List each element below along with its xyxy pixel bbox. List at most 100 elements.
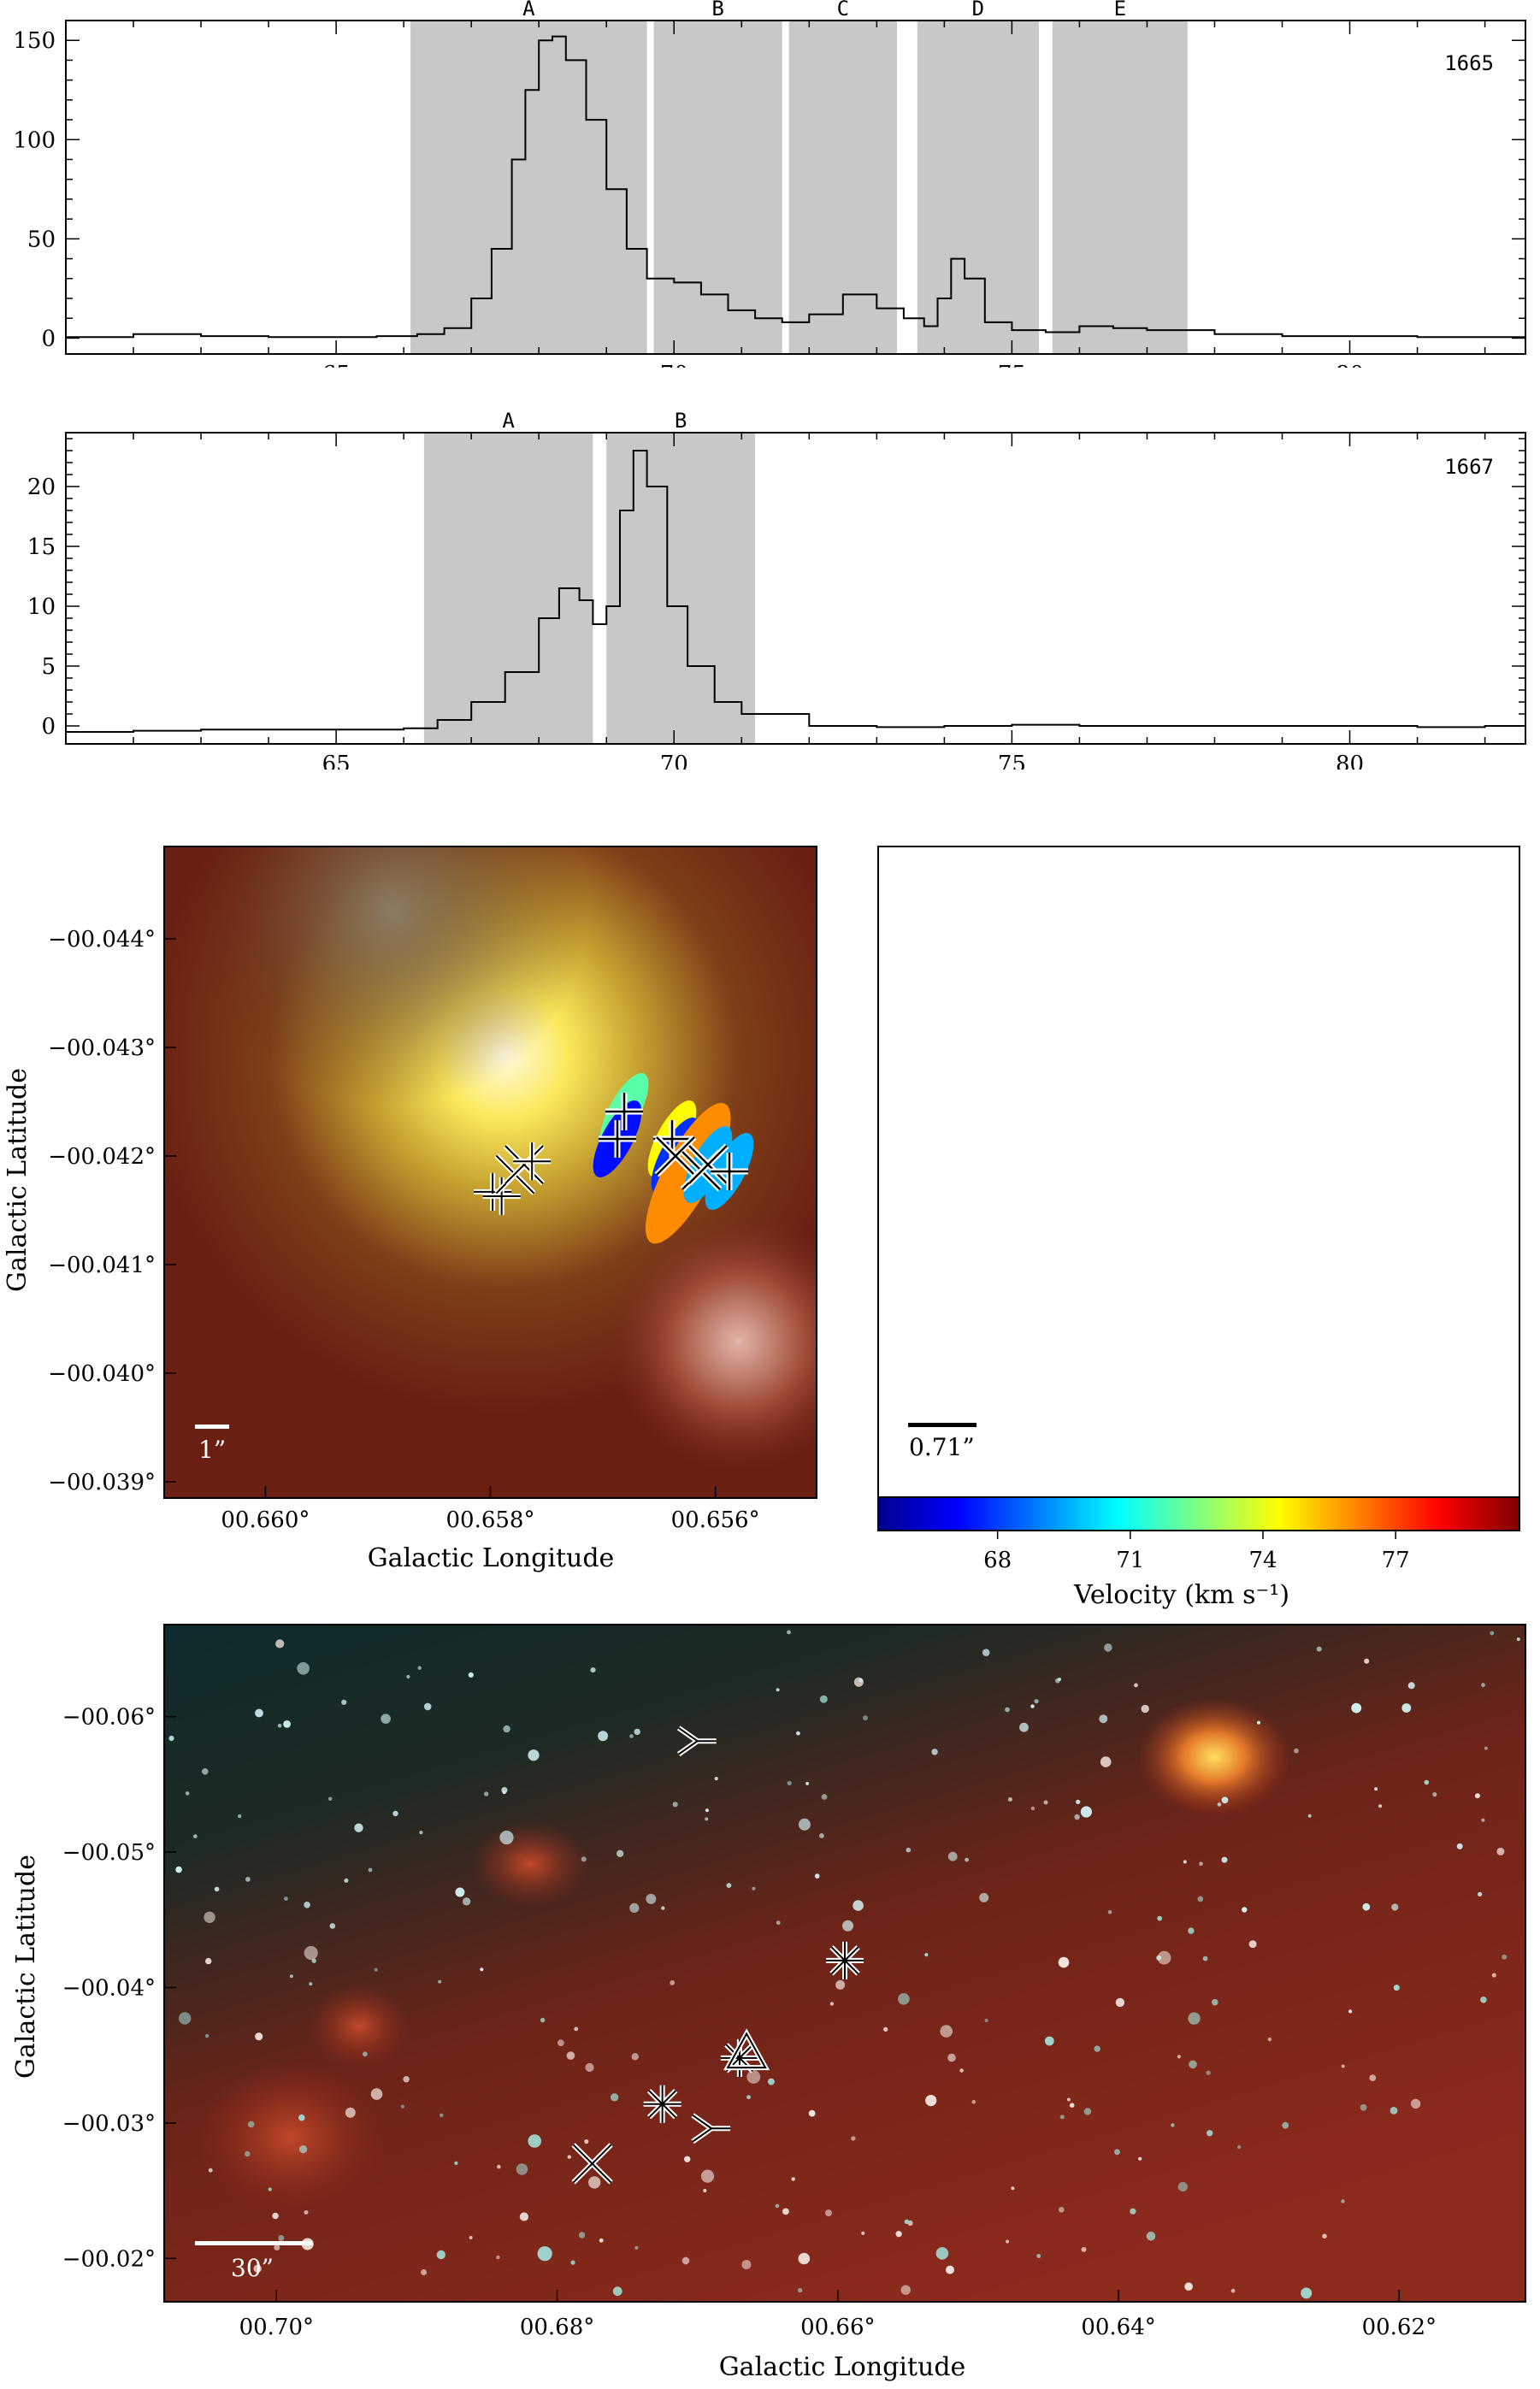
wide-field-star (363, 2051, 368, 2057)
wide-field-star (567, 2155, 571, 2159)
wide-field-star (853, 1900, 864, 1911)
wide-field-star (1081, 2246, 1087, 2252)
wide-ytick-label: −00.06° (62, 1705, 156, 1731)
wide-xtick-label: 00.68° (520, 2315, 594, 2340)
wide-field-star (925, 2095, 937, 2107)
wide-field-star (275, 1639, 285, 1649)
wide-field-star (277, 1723, 282, 1728)
zoom-xtick-label: 00.656° (671, 1507, 760, 1533)
wide-field-star (984, 2018, 988, 2023)
wide-field-star (1481, 1683, 1485, 1688)
wide-field-star (1496, 1847, 1505, 1855)
wide-field-star (1134, 1683, 1138, 1688)
wide-field-star (537, 2246, 552, 2262)
wide-marker-tri (692, 2115, 731, 2143)
zoom-xtick-label: 00.658° (446, 1507, 535, 1533)
wide-field-star (1393, 1985, 1400, 1991)
p2-ytick-label: 0 (41, 714, 56, 740)
colorbar-tick-label: 77 (1382, 1548, 1410, 1573)
wide-field-star (516, 2163, 528, 2175)
wide-field-star (979, 1892, 989, 1902)
wide-field-star (1341, 2199, 1345, 2203)
wide-field-star (253, 2264, 262, 2273)
wide-field-star (484, 1791, 489, 1796)
wide-ytick-label: −00.04° (62, 1976, 156, 2002)
wide-field-star (814, 1873, 820, 1879)
wide-field-star (469, 2236, 473, 2239)
wide-field-star (283, 1720, 291, 1728)
wide-field-star (1207, 2130, 1213, 2137)
wide-field-star (1490, 1631, 1495, 1636)
wide-field-star (946, 2265, 954, 2274)
wide-field-star (570, 2260, 575, 2265)
wide-field-star (268, 2187, 272, 2191)
wide-field-star (374, 1967, 378, 1972)
wide-xtick-label: 00.70° (239, 2315, 314, 2340)
wide-field-star (634, 1728, 640, 1736)
wide-field-star (931, 1749, 938, 1755)
wide-field-star (746, 2095, 751, 2100)
wide-field-star (1157, 1950, 1171, 1965)
spectrum-1667-frame (65, 432, 1526, 745)
wide-field-star (1348, 2009, 1353, 2014)
p1-ytick-label: 50 (27, 227, 56, 252)
wide-field-nebula-left (308, 1984, 410, 2069)
wide-field-star (501, 1787, 508, 1794)
wide-field-star (703, 2188, 707, 2193)
zoom-marker-plus (513, 1142, 552, 1181)
velocity-map-frame (877, 846, 1520, 1507)
wide-scale-bar (195, 2241, 313, 2245)
wide-field-star (440, 2113, 444, 2118)
wide-field-star (179, 2012, 192, 2025)
wide-field-star (796, 1731, 800, 1736)
wide-scale-label: 30” (231, 2254, 274, 2282)
wide-field-star (284, 1896, 288, 1901)
wide-field-star (496, 2255, 500, 2260)
wide-field-star (1104, 1643, 1112, 1652)
wide-field-star (455, 1887, 465, 1897)
wide-field-star (924, 1953, 929, 1957)
spectrum-1667-chart: A B 65 70 75 80 0 5 10 15 20 1667 (27, 409, 1526, 770)
wide-field-star (851, 2136, 856, 2141)
wide-field-star (574, 2026, 579, 2032)
p2-xtick-label: 75 (998, 752, 1026, 770)
wide-field-star (1484, 1746, 1488, 1750)
velocity-spot-cross (688, 1145, 728, 1184)
wide-field-star (1114, 2149, 1120, 2156)
wide-field-star (959, 2068, 964, 2073)
wide-field-star (1115, 1997, 1125, 2008)
wide-field-star (752, 1886, 756, 1891)
wide-field-star (808, 2109, 816, 2117)
zoom-marker-cross-stroke (504, 1145, 544, 1184)
p1-xtick-label: 80 (1336, 362, 1364, 368)
wide-field-star (1212, 1998, 1218, 2006)
wide-field-star (629, 1902, 640, 1913)
velocity-scale-label: 0.71” (909, 1433, 975, 1461)
colorbar-tick-label: 74 (1248, 1548, 1277, 1573)
wide-field-star (1407, 1682, 1415, 1690)
velocity-scale-bar (908, 1423, 977, 1427)
p1-band-d (917, 21, 1039, 354)
wide-field-star (423, 1702, 432, 1711)
wide-field-star (1230, 2288, 1236, 2293)
velocity-spot-plus (711, 1153, 748, 1190)
wide-field-star (298, 2114, 305, 2121)
wide-field-star (1044, 2036, 1054, 2046)
wide-field-star (1036, 2254, 1041, 2258)
wide-field-star (585, 2062, 594, 2073)
wide-field-star (238, 1814, 242, 1819)
p2-band-label-b: B (675, 409, 687, 433)
wide-field-star (775, 2203, 780, 2209)
p1-band-label-c: C (837, 0, 849, 21)
wide-field-star (1401, 1703, 1412, 1713)
wide-field-star (1058, 1678, 1061, 1681)
wide-marker-cross (572, 2144, 612, 2184)
wide-field-star (1007, 1797, 1012, 1802)
wide-field-star (1005, 1707, 1010, 1713)
wide-field-star (245, 2150, 251, 2157)
wide-field-star (805, 1781, 810, 1785)
wide-field-star (1294, 1748, 1299, 1754)
wide-field-star (1188, 1927, 1195, 1934)
wide-field-star (1177, 2181, 1188, 2192)
wide-field-star (590, 1667, 596, 1673)
